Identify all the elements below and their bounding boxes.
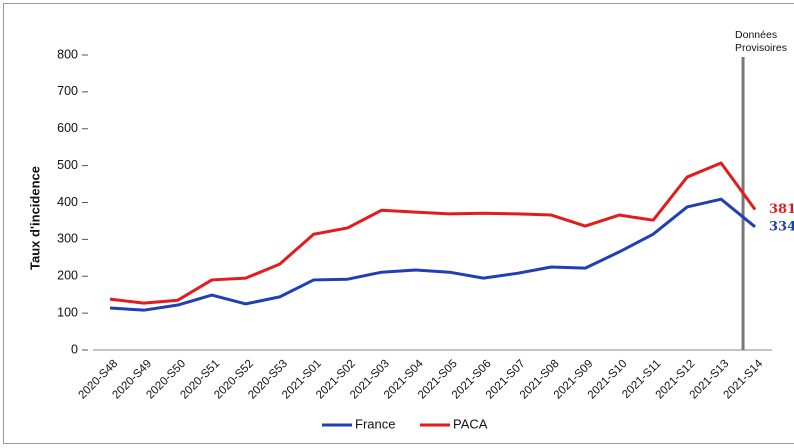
annotation: Provisoires (735, 42, 787, 54)
y-tick-label: 300 (57, 232, 78, 246)
y-tick-label: 800 (57, 47, 78, 61)
line (109, 197, 756, 312)
y-tick-label: 0 (71, 342, 78, 356)
line (109, 161, 757, 305)
legend-label: PACA (453, 416, 488, 431)
chart-border (3, 3, 794, 444)
value-label: 381 (769, 202, 794, 217)
value-label: 334 (769, 219, 794, 234)
annotation: Données (735, 29, 777, 41)
y-tick-label: 500 (57, 158, 78, 172)
y-tick-label: 600 (57, 121, 78, 135)
y-tick-label: 100 (57, 305, 78, 319)
y-tick-label: 700 (57, 84, 78, 98)
legend-label: France (355, 416, 395, 431)
y-axis-label: Taux d'incidence (27, 166, 42, 270)
y-tick-label: 200 (57, 269, 78, 283)
y-tick-label: 400 (57, 195, 78, 209)
